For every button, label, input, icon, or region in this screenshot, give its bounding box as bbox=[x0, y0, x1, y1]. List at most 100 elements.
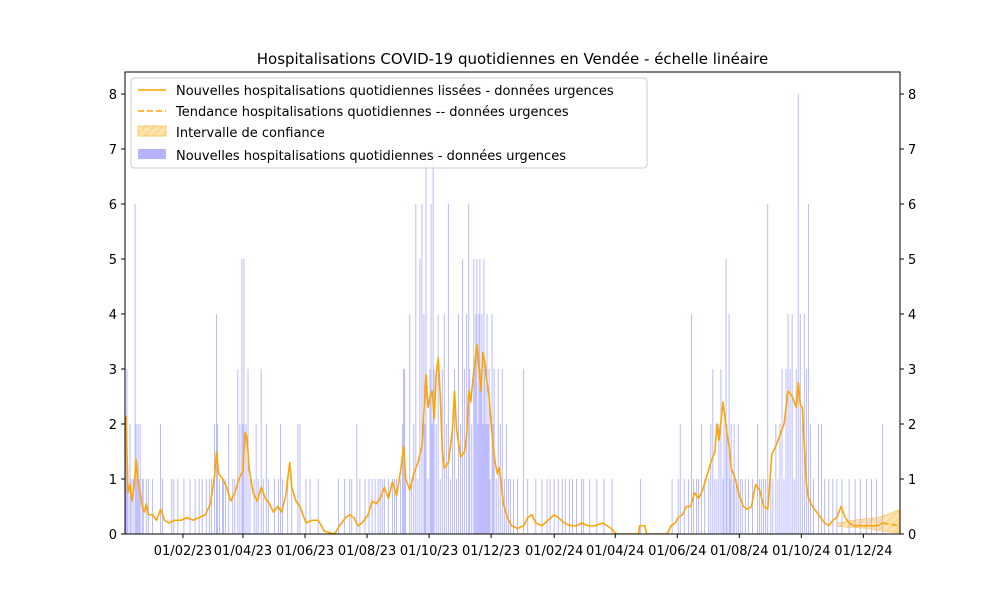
daily-hospitalisation-bar bbox=[273, 479, 275, 534]
x-tick-label: 01/02/24 bbox=[525, 544, 583, 559]
daily-hospitalisation-bar bbox=[492, 424, 494, 534]
daily-hospitalisation-bar bbox=[260, 369, 262, 534]
daily-hospitalisation-bar bbox=[243, 259, 245, 534]
daily-hospitalisation-bar bbox=[249, 479, 251, 534]
y-tick-label-left: 3 bbox=[109, 363, 117, 378]
daily-hospitalisation-bar bbox=[473, 259, 475, 534]
daily-hospitalisation-bar bbox=[437, 314, 439, 534]
daily-hospitalisation-bar bbox=[475, 314, 477, 534]
daily-hospitalisation-bar bbox=[497, 369, 499, 534]
daily-hospitalisation-bar bbox=[785, 369, 787, 534]
daily-hospitalisation-bar bbox=[364, 479, 366, 534]
daily-hospitalisation-bar bbox=[714, 479, 716, 534]
daily-hospitalisation-bar bbox=[387, 479, 389, 534]
daily-hospitalisation-bar bbox=[458, 314, 459, 534]
daily-hospitalisation-bar bbox=[477, 424, 479, 534]
daily-hospitalisation-bar bbox=[708, 479, 710, 534]
daily-hospitalisation-bar bbox=[435, 424, 437, 534]
daily-hospitalisation-bar bbox=[483, 259, 485, 534]
daily-hospitalisation-bar bbox=[737, 424, 739, 534]
daily-hospitalisation-bar bbox=[257, 479, 259, 534]
daily-hospitalisation-bar bbox=[454, 369, 455, 534]
daily-hospitalisation-bar bbox=[449, 479, 451, 534]
daily-hospitalisation-bar bbox=[679, 424, 681, 534]
daily-hospitalisation-bar bbox=[478, 314, 480, 534]
daily-hospitalisation-bar bbox=[761, 479, 763, 534]
trend-line bbox=[882, 522, 900, 527]
daily-hospitalisation-bar bbox=[841, 479, 843, 534]
daily-hospitalisation-bar bbox=[507, 479, 509, 534]
daily-hospitalisation-bar bbox=[701, 424, 703, 534]
daily-hospitalisation-bar bbox=[716, 479, 718, 534]
daily-hospitalisation-bar bbox=[127, 479, 129, 534]
daily-hospitalisation-bar bbox=[480, 369, 482, 534]
legend-label-bars: Nouvelles hospitalisations quotidiennes … bbox=[176, 149, 566, 164]
x-tick-label: 01/10/23 bbox=[400, 544, 458, 559]
daily-hospitalisation-bar bbox=[419, 259, 421, 534]
daily-hospitalisation-bar bbox=[611, 479, 613, 534]
daily-hospitalisation-bar bbox=[411, 479, 413, 534]
daily-hospitalisation-bar bbox=[421, 204, 423, 534]
y-tick-label-left: 1 bbox=[109, 473, 117, 488]
x-axis: 01/02/23 01/04/23 01/06/23 01/08/23 01/10/23… bbox=[154, 534, 893, 559]
daily-hospitalisation-bar bbox=[495, 479, 497, 534]
daily-hospitalisation-bar bbox=[836, 479, 838, 534]
daily-hospitalisation-bar bbox=[752, 479, 753, 534]
daily-hospitalisation-bar bbox=[305, 479, 307, 534]
daily-hospitalisation-bar bbox=[468, 204, 470, 534]
daily-hospitalisation-bar bbox=[505, 424, 507, 534]
daily-hospitalisation-bar bbox=[832, 479, 834, 534]
daily-hospitalisation-bar bbox=[415, 204, 417, 534]
daily-hospitalisation-bar bbox=[344, 479, 346, 534]
daily-hospitalisation-bar bbox=[262, 479, 264, 534]
daily-hospitalisation-bar bbox=[712, 369, 714, 534]
daily-hospitalisation-bar bbox=[882, 424, 884, 534]
daily-hospitalisation-bar bbox=[359, 479, 361, 534]
daily-hospitalisation-bar bbox=[356, 424, 358, 534]
daily-hospitalisation-bar bbox=[876, 479, 877, 534]
daily-hospitalisation-bar bbox=[460, 424, 462, 534]
daily-hospitalisation-bar bbox=[589, 479, 591, 534]
daily-hospitalisation-bar bbox=[787, 314, 789, 534]
daily-hospitalisation-bar bbox=[767, 204, 769, 534]
daily-hospitalisation-bar bbox=[777, 479, 779, 534]
daily-hospitalisation-bar bbox=[723, 424, 725, 534]
daily-hospitalisation-bar bbox=[725, 259, 727, 534]
x-tick-label: 01/04/23 bbox=[214, 544, 272, 559]
daily-hospitalisation-bar bbox=[722, 479, 724, 534]
daily-hospitalisation-bar bbox=[739, 479, 741, 534]
daily-hospitalisation-bar bbox=[799, 314, 801, 534]
daily-hospitalisation-bar bbox=[162, 479, 164, 534]
daily-hospitalisation-bar bbox=[781, 369, 783, 534]
daily-hospitalisation-bar bbox=[451, 424, 453, 534]
y-tick-label-right: 5 bbox=[908, 253, 916, 268]
x-tick-label: 01/08/24 bbox=[710, 544, 768, 559]
daily-hospitalisation-bar bbox=[479, 259, 481, 534]
daily-hospitalisation-bar bbox=[561, 479, 563, 534]
daily-hospitalisation-bar bbox=[351, 479, 353, 534]
daily-hospitalisation-bar bbox=[173, 479, 175, 534]
daily-hospitalisation-bar bbox=[693, 479, 694, 534]
daily-hospitalisation-bar bbox=[640, 479, 642, 534]
daily-hospitalisation-bar bbox=[427, 479, 429, 534]
daily-hospitalisation-bar bbox=[779, 424, 781, 534]
daily-hospitalisation-bar bbox=[429, 369, 431, 534]
daily-hospitalisation-bar bbox=[183, 479, 185, 534]
daily-hospitalisation-bar bbox=[696, 479, 697, 534]
daily-hospitalisation-bar bbox=[535, 479, 537, 534]
daily-hospitalisation-bar bbox=[280, 424, 282, 534]
daily-hospitalisation-bar bbox=[309, 479, 311, 534]
daily-hospitalisation-bar bbox=[456, 479, 457, 534]
daily-hospitalisation-bar bbox=[487, 424, 489, 534]
daily-hospitalisation-bar bbox=[726, 424, 728, 534]
daily-hospitalisation-bar bbox=[509, 479, 511, 534]
daily-hospitalisation-bar bbox=[824, 479, 826, 534]
y-tick-label-right: 4 bbox=[908, 308, 916, 323]
legend-label-trend: Tendance hospitalisations quotidiennes -… bbox=[175, 105, 569, 120]
y-tick-label-left: 0 bbox=[109, 528, 117, 543]
legend-label-smoothed: Nouvelles hospitalisations quotidiennes … bbox=[176, 84, 614, 99]
daily-hospitalisation-bar bbox=[720, 369, 722, 534]
daily-hospitalisation-bar bbox=[130, 479, 132, 534]
chart-title: Hospitalisations COVID-19 quotidiennes e… bbox=[257, 50, 769, 68]
y-tick-label-right: 3 bbox=[908, 363, 916, 378]
